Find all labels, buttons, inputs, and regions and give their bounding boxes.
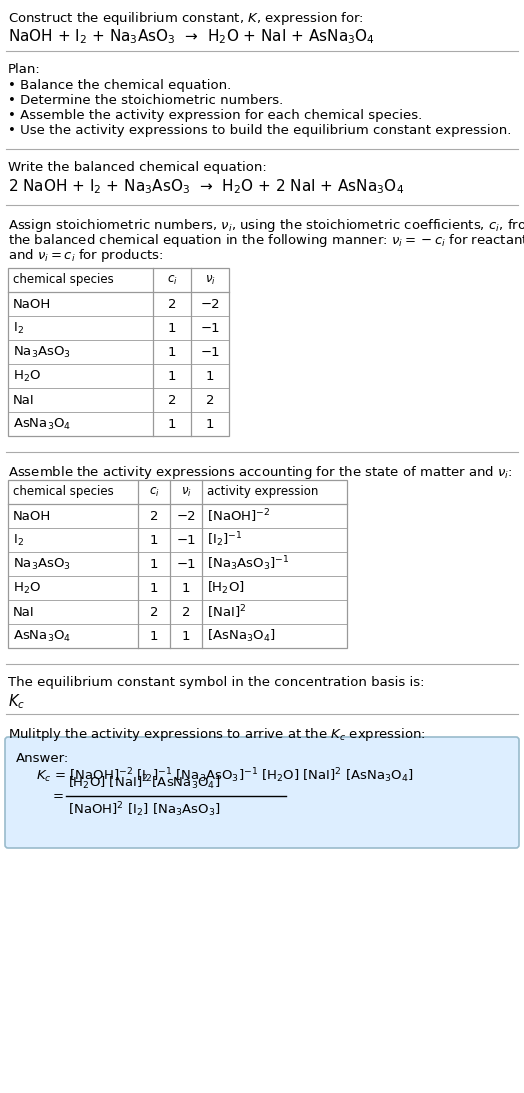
FancyBboxPatch shape: [5, 737, 519, 848]
Text: The equilibrium constant symbol in the concentration basis is:: The equilibrium constant symbol in the c…: [8, 675, 424, 689]
Text: • Use the activity expressions to build the equilibrium constant expression.: • Use the activity expressions to build …: [8, 124, 511, 137]
Text: =: =: [36, 789, 64, 802]
Text: Na$_3$AsO$_3$: Na$_3$AsO$_3$: [13, 344, 71, 360]
Text: $c_i$: $c_i$: [167, 273, 177, 286]
Text: Construct the equilibrium constant, $K$, expression for:: Construct the equilibrium constant, $K$,…: [8, 10, 364, 27]
Text: 2: 2: [168, 393, 176, 407]
Text: Write the balanced chemical equation:: Write the balanced chemical equation:: [8, 161, 267, 174]
Text: [NaI]$^2$: [NaI]$^2$: [207, 603, 246, 621]
Text: NaI: NaI: [13, 606, 35, 619]
Text: chemical species: chemical species: [13, 485, 114, 498]
Text: −1: −1: [176, 557, 196, 571]
Bar: [8, 480, 347, 648]
Text: $K_c$ = [NaOH]$^{-2}$ [I$_2$]$^{-1}$ [Na$_3$AsO$_3$]$^{-1}$ [H$_2$O] [NaI]$^2$ [: $K_c$ = [NaOH]$^{-2}$ [I$_2$]$^{-1}$ [Na…: [36, 766, 414, 786]
Text: AsNa$_3$O$_4$: AsNa$_3$O$_4$: [13, 628, 71, 644]
Text: [I$_2$]$^{-1}$: [I$_2$]$^{-1}$: [207, 530, 243, 550]
Text: • Assemble the activity expression for each chemical species.: • Assemble the activity expression for e…: [8, 109, 422, 122]
Text: [Na$_3$AsO$_3$]$^{-1}$: [Na$_3$AsO$_3$]$^{-1}$: [207, 554, 289, 574]
Text: 2: 2: [150, 606, 158, 619]
Text: AsNa$_3$O$_4$: AsNa$_3$O$_4$: [13, 416, 71, 432]
Text: 1: 1: [168, 369, 176, 383]
Text: Assemble the activity expressions accounting for the state of matter and $\nu_i$: Assemble the activity expressions accoun…: [8, 465, 512, 481]
Text: Answer:: Answer:: [16, 752, 69, 764]
Text: $K_c$: $K_c$: [8, 692, 25, 710]
Text: 1: 1: [182, 630, 190, 643]
Text: I$_2$: I$_2$: [13, 320, 24, 336]
Text: NaOH + I$_2$ + Na$_3$AsO$_3$  →  H$_2$O + NaI + AsNa$_3$O$_4$: NaOH + I$_2$ + Na$_3$AsO$_3$ → H$_2$O + …: [8, 27, 375, 46]
Text: −1: −1: [176, 533, 196, 546]
Text: the balanced chemical equation in the following manner: $\nu_i = -c_i$ for react: the balanced chemical equation in the fo…: [8, 232, 524, 249]
Text: 1: 1: [168, 321, 176, 334]
Text: −1: −1: [200, 321, 220, 334]
Text: 2: 2: [182, 606, 190, 619]
Text: • Determine the stoichiometric numbers.: • Determine the stoichiometric numbers.: [8, 94, 283, 107]
Text: 2: 2: [206, 393, 214, 407]
Text: $\nu_i$: $\nu_i$: [204, 273, 215, 286]
Text: Assign stoichiometric numbers, $\nu_i$, using the stoichiometric coefficients, $: Assign stoichiometric numbers, $\nu_i$, …: [8, 218, 524, 234]
Text: 1: 1: [150, 630, 158, 643]
Text: and $\nu_i = c_i$ for products:: and $\nu_i = c_i$ for products:: [8, 247, 163, 265]
Text: activity expression: activity expression: [207, 485, 319, 498]
Text: [NaOH]$^{-2}$: [NaOH]$^{-2}$: [207, 507, 270, 525]
Text: 1: 1: [150, 533, 158, 546]
Text: H$_2$O: H$_2$O: [13, 580, 41, 596]
Text: NaOH: NaOH: [13, 509, 51, 522]
Text: I$_2$: I$_2$: [13, 532, 24, 548]
Text: $c_i$: $c_i$: [149, 485, 159, 498]
Text: 1: 1: [150, 557, 158, 571]
Text: 1: 1: [206, 418, 214, 431]
Bar: [8, 268, 229, 436]
Text: 1: 1: [206, 369, 214, 383]
Text: −1: −1: [200, 345, 220, 359]
Text: [NaOH]$^2$ [I$_2$] [Na$_3$AsO$_3$]: [NaOH]$^2$ [I$_2$] [Na$_3$AsO$_3$]: [68, 800, 221, 819]
Text: Plan:: Plan:: [8, 63, 41, 77]
Text: −2: −2: [176, 509, 196, 522]
Text: H$_2$O: H$_2$O: [13, 368, 41, 384]
Text: NaI: NaI: [13, 393, 35, 407]
Text: 2 NaOH + I$_2$ + Na$_3$AsO$_3$  →  H$_2$O + 2 NaI + AsNa$_3$O$_4$: 2 NaOH + I$_2$ + Na$_3$AsO$_3$ → H$_2$O …: [8, 177, 404, 196]
Text: NaOH: NaOH: [13, 297, 51, 310]
Text: [H$_2$O] [NaI]$^2$ [AsNa$_3$O$_4$]: [H$_2$O] [NaI]$^2$ [AsNa$_3$O$_4$]: [68, 774, 220, 792]
Text: [AsNa$_3$O$_4$]: [AsNa$_3$O$_4$]: [207, 628, 276, 644]
Text: $\nu_i$: $\nu_i$: [181, 485, 191, 498]
Text: 2: 2: [168, 297, 176, 310]
Text: • Balance the chemical equation.: • Balance the chemical equation.: [8, 79, 231, 92]
Text: [H$_2$O]: [H$_2$O]: [207, 580, 245, 596]
Text: 1: 1: [182, 581, 190, 595]
Text: Mulitply the activity expressions to arrive at the $K_c$ expression:: Mulitply the activity expressions to arr…: [8, 726, 426, 743]
Text: −2: −2: [200, 297, 220, 310]
Text: Na$_3$AsO$_3$: Na$_3$AsO$_3$: [13, 556, 71, 572]
Text: 1: 1: [168, 345, 176, 359]
Text: 1: 1: [168, 418, 176, 431]
Text: 2: 2: [150, 509, 158, 522]
Text: 1: 1: [150, 581, 158, 595]
Text: chemical species: chemical species: [13, 273, 114, 286]
